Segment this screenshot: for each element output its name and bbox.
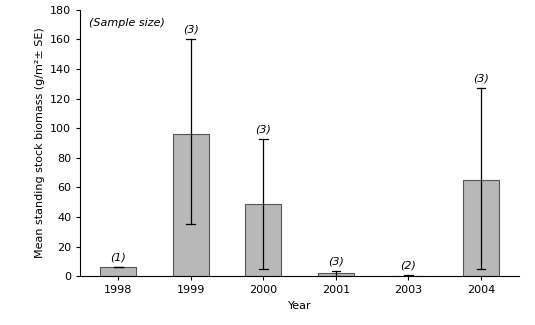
Text: (3): (3)	[328, 257, 344, 266]
Text: (2): (2)	[400, 260, 416, 270]
Text: (1): (1)	[110, 253, 126, 263]
Text: (3): (3)	[183, 25, 199, 35]
Bar	[100, 267, 136, 276]
Text: (Sample size): (Sample size)	[89, 18, 165, 28]
Bar	[245, 204, 281, 276]
Bar	[173, 134, 209, 276]
Text: (3): (3)	[473, 74, 489, 84]
Y-axis label: Mean standing stock biomass (g/m²± SE): Mean standing stock biomass (g/m²± SE)	[35, 28, 44, 258]
X-axis label: Year: Year	[288, 301, 311, 311]
Bar	[318, 273, 354, 276]
Bar	[463, 180, 499, 276]
Text: (3): (3)	[255, 124, 271, 134]
